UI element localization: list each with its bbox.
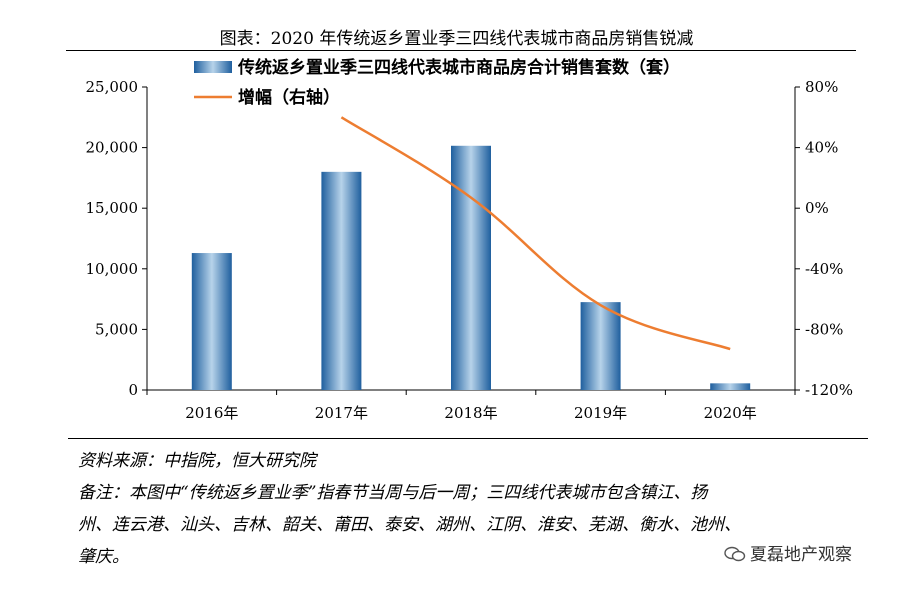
legend-bar-swatch — [194, 61, 232, 73]
bar — [710, 383, 751, 390]
right-y-tick-label: 0% — [805, 199, 829, 217]
chart-title: 图表：2020 年传统返乡置业季三四线代表城市商品房销售锐减 — [219, 29, 694, 49]
remark-note-line-3: 肇庆。 — [78, 547, 129, 567]
growth-line — [340, 116, 731, 351]
left-y-tick-label: 15,000 — [86, 199, 139, 217]
x-tick-label: 2020年 — [704, 404, 757, 422]
bar — [451, 145, 491, 390]
x-tick-label: 2016年 — [185, 404, 238, 422]
x-tick-label: 2019年 — [574, 404, 627, 422]
combo-chart: 0 5,000 10,000 15,000 20,000 25,000 -120% -80% -… — [86, 57, 853, 422]
legend-line-label: 增幅（右轴） — [238, 87, 340, 108]
bar — [191, 253, 232, 390]
legend-bar-label: 传统返乡置业季三四线代表城市商品房合计销售套数（套） — [237, 57, 680, 78]
watermark: 夏磊地产观察 — [724, 540, 852, 565]
right-y-tick-label: -120% — [805, 381, 853, 399]
notes-rule — [68, 438, 868, 441]
left-y-tick-label: 25,000 — [86, 78, 139, 96]
x-tick-label: 2017年 — [315, 404, 368, 422]
right-y-tick-label: 40% — [805, 139, 838, 157]
source-note: 资料来源：中指院，恒大研究院 — [78, 451, 316, 471]
left-y-tick-label: 10,000 — [86, 260, 139, 278]
remark-note-line-1: 备注：本图中“传统返乡置业季”指春节当周与后一周；三四线代表城市包含镇江、扬 — [78, 483, 708, 503]
left-y-tick-label: 0 — [128, 381, 138, 399]
wechat-icon — [724, 546, 746, 562]
bar — [321, 171, 362, 390]
left-y-tick-label: 5,000 — [95, 320, 138, 338]
watermark-text: 夏磊地产观察 — [750, 545, 852, 565]
remark-note-line-2: 州、连云港、汕头、吉林、韶关、莆田、泰安、湖州、江阴、淮安、芜湖、衡水、池州、 — [78, 515, 741, 535]
title-rule — [66, 50, 856, 51]
right-y-tick-label: -40% — [805, 260, 843, 278]
left-y-tick-label: 20,000 — [86, 139, 139, 157]
right-y-tick-label: 80% — [805, 78, 838, 96]
x-tick-label: 2018年 — [444, 404, 497, 422]
right-y-tick-label: -80% — [805, 320, 843, 338]
bar — [580, 302, 621, 390]
